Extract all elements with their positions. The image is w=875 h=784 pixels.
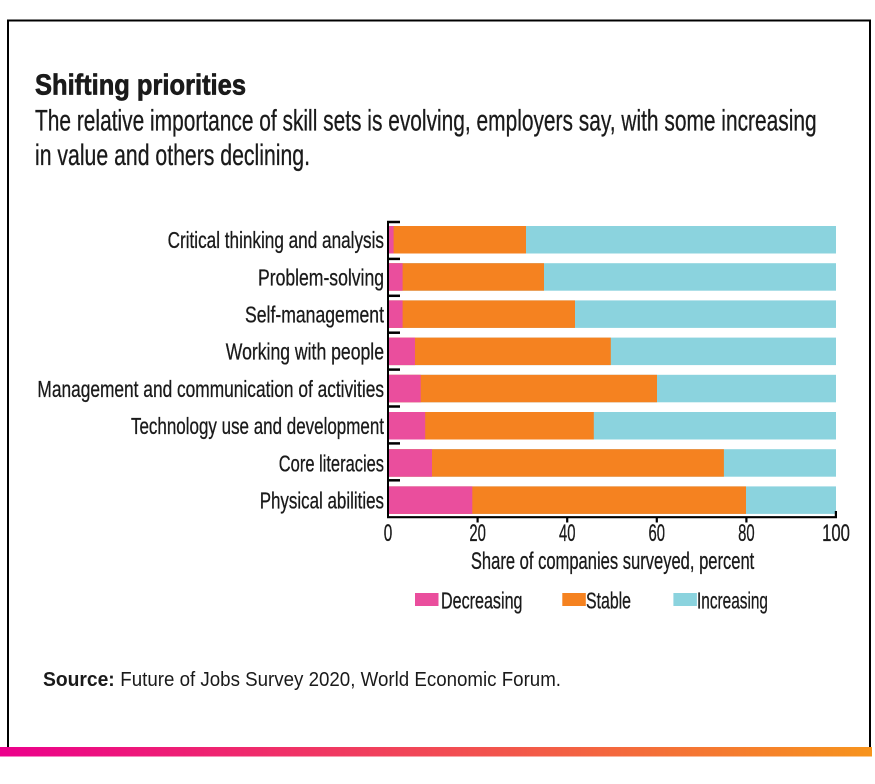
svg-text:Self-management: Self-management [245,301,384,327]
svg-text:Increasing: Increasing [697,588,768,614]
svg-text:in value and others declining.: in value and others declining. [35,139,310,172]
svg-text:20: 20 [469,520,486,547]
svg-text:Physical abilities: Physical abilities [260,487,384,513]
svg-text:Share of companies surveyed, p: Share of companies surveyed, percent [471,548,755,575]
svg-text:Management and communication o: Management and communication of activiti… [37,376,384,402]
svg-text:Critical thinking and analysis: Critical thinking and analysis [168,227,384,253]
svg-text:Problem-solving: Problem-solving [258,264,384,290]
svg-text:Core literacies: Core literacies [279,450,384,476]
svg-text:100: 100 [822,520,850,547]
svg-text:60: 60 [649,520,666,547]
svg-text:Source:Future of Jobs Survey 2: Source: Future of Jobs Survey 2020, World… [43,669,561,691]
svg-text:Technology use and development: Technology use and development [131,413,384,439]
svg-text:Shifting priorities: Shifting priorities [35,70,246,102]
svg-text:Decreasing: Decreasing [441,588,523,614]
svg-text:The relative importance of ski: The relative importance of skill sets is… [35,104,817,137]
svg-text:Working with people: Working with people [226,339,384,365]
svg-text:Stable: Stable [586,588,631,614]
svg-text:40: 40 [559,520,576,547]
svg-text:0: 0 [384,520,393,547]
svg-text:80: 80 [738,520,755,547]
